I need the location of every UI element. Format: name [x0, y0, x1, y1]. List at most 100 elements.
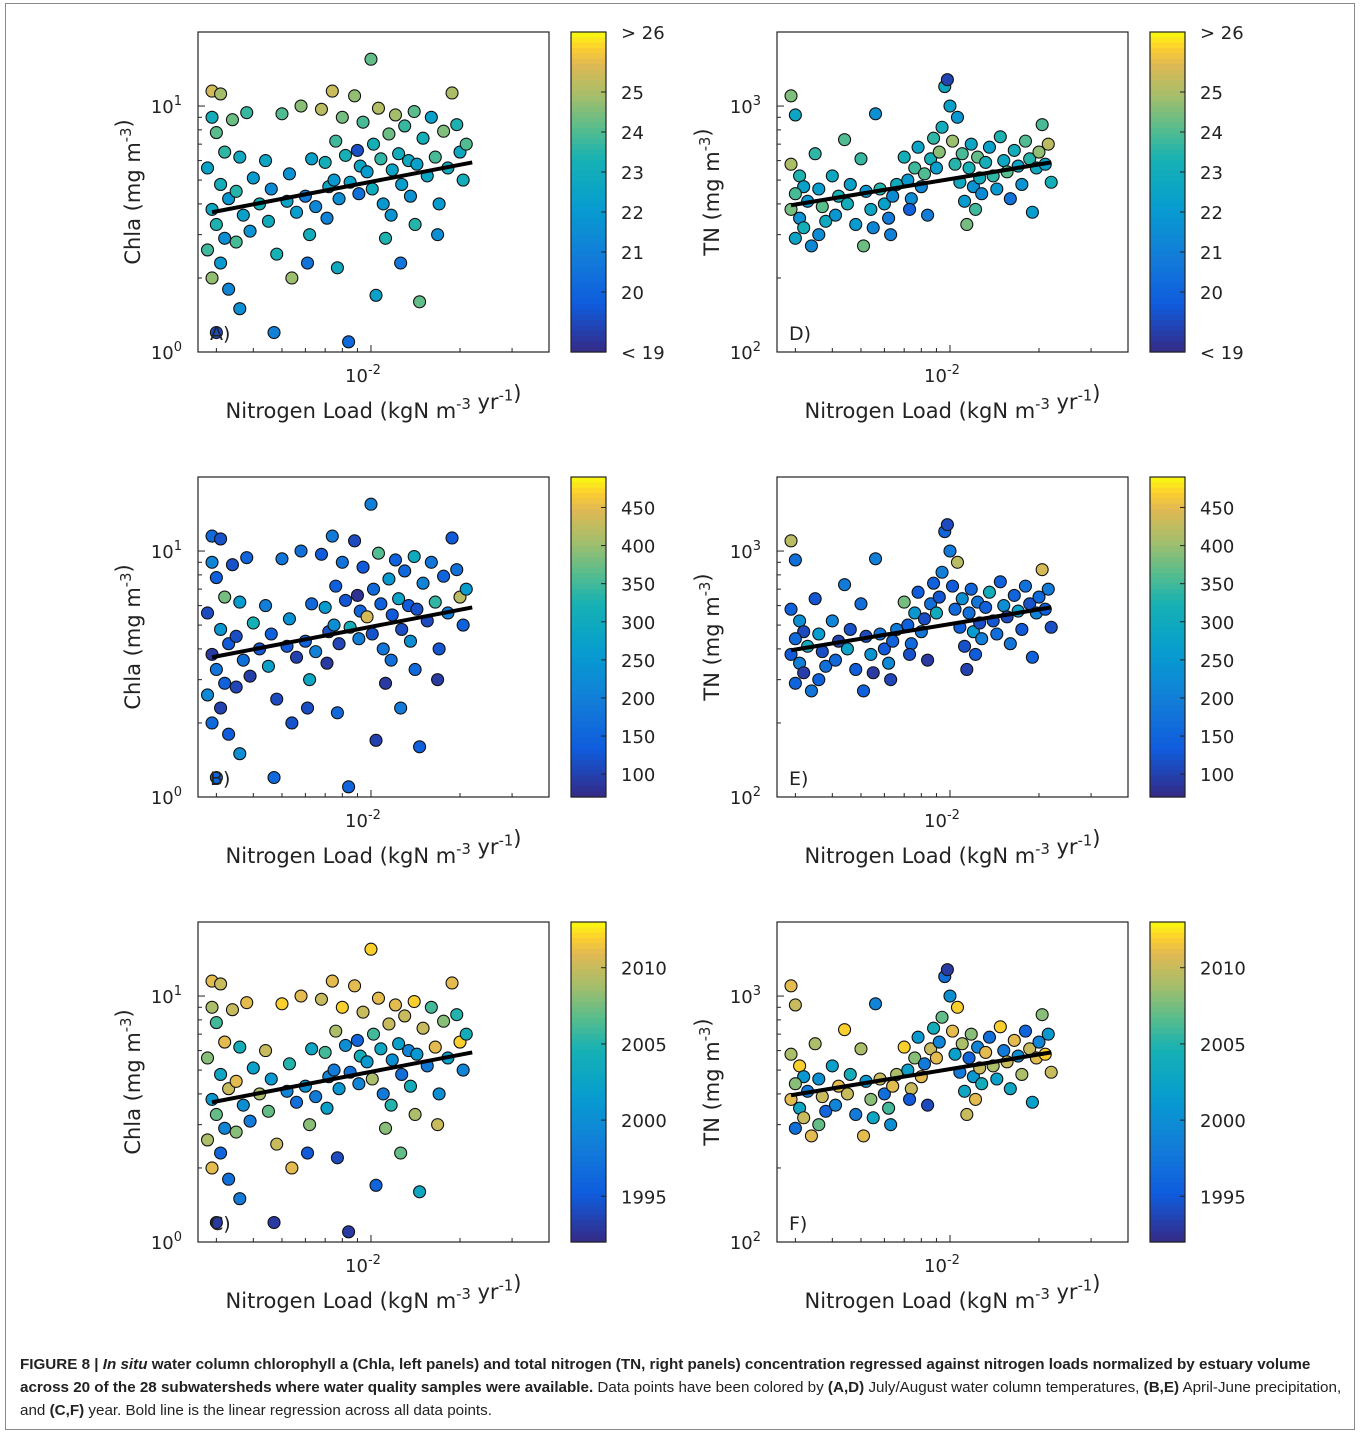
data-point	[300, 256, 315, 270]
colorbar-segment	[571, 96, 606, 102]
data-point	[904, 637, 918, 651]
colorbar-segment	[571, 234, 606, 241]
data-point	[424, 110, 438, 124]
data-point	[1041, 137, 1055, 151]
colorbar-segment	[571, 1119, 606, 1126]
x-tick-label: 10-2	[345, 363, 381, 387]
data-point	[229, 680, 243, 694]
y-tick-label: 102	[730, 785, 761, 809]
colorbar-segment	[571, 117, 606, 124]
colorbar-segment	[571, 304, 606, 310]
data-point	[975, 1077, 989, 1091]
colorbar-tick-label: 2000	[621, 1111, 667, 1132]
colorbar-segment	[571, 314, 606, 321]
colorbar-segment	[1150, 932, 1185, 939]
data-point	[218, 676, 232, 690]
colorbar-segment	[571, 266, 606, 273]
data-point	[282, 1057, 297, 1071]
colorbar-segment	[571, 525, 606, 531]
colorbar-segment	[1150, 1002, 1185, 1008]
data-point	[849, 1107, 863, 1122]
colorbar-segment	[1150, 1146, 1185, 1152]
colorbar-segment	[1150, 144, 1185, 150]
colorbar-segment	[571, 530, 606, 537]
colorbar-tick-label: < 19	[1200, 343, 1244, 364]
colorbar-segment	[571, 589, 606, 595]
colorbar-segment	[1150, 938, 1185, 944]
colorbar-segment	[1150, 487, 1185, 494]
data-point	[382, 127, 396, 141]
colorbar-segment	[1150, 759, 1185, 766]
colorbar-segment	[1150, 1023, 1185, 1030]
data-point	[929, 161, 944, 175]
data-point	[384, 1098, 398, 1112]
colorbar-segment	[1150, 573, 1185, 579]
data-point	[374, 152, 388, 166]
colorbar-tick-label: 300	[621, 613, 655, 634]
data-point	[935, 565, 949, 579]
data-point	[388, 108, 403, 122]
data-point	[945, 134, 960, 148]
caption-ref-be: (B,E)	[1143, 1379, 1180, 1396]
colorbar-segment	[571, 519, 606, 526]
colorbar-segment	[571, 170, 606, 177]
data-point	[205, 271, 219, 285]
data-point	[1025, 205, 1039, 219]
colorbar-segment	[571, 1007, 606, 1014]
data-point	[788, 108, 802, 122]
colorbar-segment	[1150, 791, 1185, 798]
data-point	[229, 235, 243, 249]
data-point	[348, 89, 362, 103]
colorbar-segment	[1150, 90, 1185, 97]
colorbar-segment	[571, 557, 606, 563]
data-point	[825, 1059, 839, 1073]
colorbar-segment	[1150, 948, 1185, 955]
data-point	[205, 1161, 219, 1175]
colorbar-segment	[1150, 567, 1185, 574]
y-tick-label: 101	[151, 539, 182, 563]
data-point	[819, 214, 833, 228]
colorbar-segment	[571, 541, 606, 547]
colorbar-segment	[571, 727, 606, 734]
data-point	[330, 261, 344, 275]
data-point	[413, 1185, 427, 1199]
data-point	[233, 150, 247, 164]
scatter-points	[200, 942, 473, 1239]
colorbar-segment	[1150, 583, 1185, 590]
data-point	[819, 1104, 833, 1118]
colorbar-segment	[1150, 1103, 1185, 1110]
data-point	[408, 217, 422, 232]
colorbar-segment	[571, 1210, 606, 1216]
data-point	[927, 576, 941, 590]
x-axis-label: Nitrogen Load (kgN m-3 yr-1)	[226, 1271, 522, 1313]
colorbar-segment	[571, 154, 606, 161]
caption-text-2: July/August water column temperatures,	[868, 1379, 1140, 1396]
colorbar-segment	[1150, 1178, 1185, 1184]
colorbar-segment	[571, 503, 606, 510]
colorbar-segment	[571, 1162, 606, 1168]
y-tick-label: 100	[151, 340, 182, 364]
data-point	[793, 169, 807, 183]
data-point	[432, 642, 446, 656]
data-point	[784, 1047, 798, 1061]
data-point	[784, 534, 798, 548]
data-point	[784, 602, 798, 616]
data-point	[314, 102, 329, 116]
data-point	[884, 1118, 898, 1132]
colorbar-tick-label: 22	[1200, 203, 1223, 224]
colorbar-segment	[571, 948, 606, 955]
data-point	[929, 606, 944, 620]
data-point	[929, 1051, 944, 1065]
colorbar-segment	[571, 663, 606, 670]
data-point	[214, 622, 228, 636]
data-point	[993, 575, 1007, 589]
data-point	[305, 1042, 319, 1056]
data-point	[233, 595, 247, 609]
data-point	[882, 656, 896, 670]
colorbar-segment	[571, 1108, 606, 1115]
colorbar-segment	[571, 213, 606, 220]
data-point	[214, 1067, 228, 1081]
x-axis-label: Nitrogen Load (kgN m-3 yr-1)	[805, 381, 1101, 423]
panel-label: A)	[210, 323, 230, 345]
